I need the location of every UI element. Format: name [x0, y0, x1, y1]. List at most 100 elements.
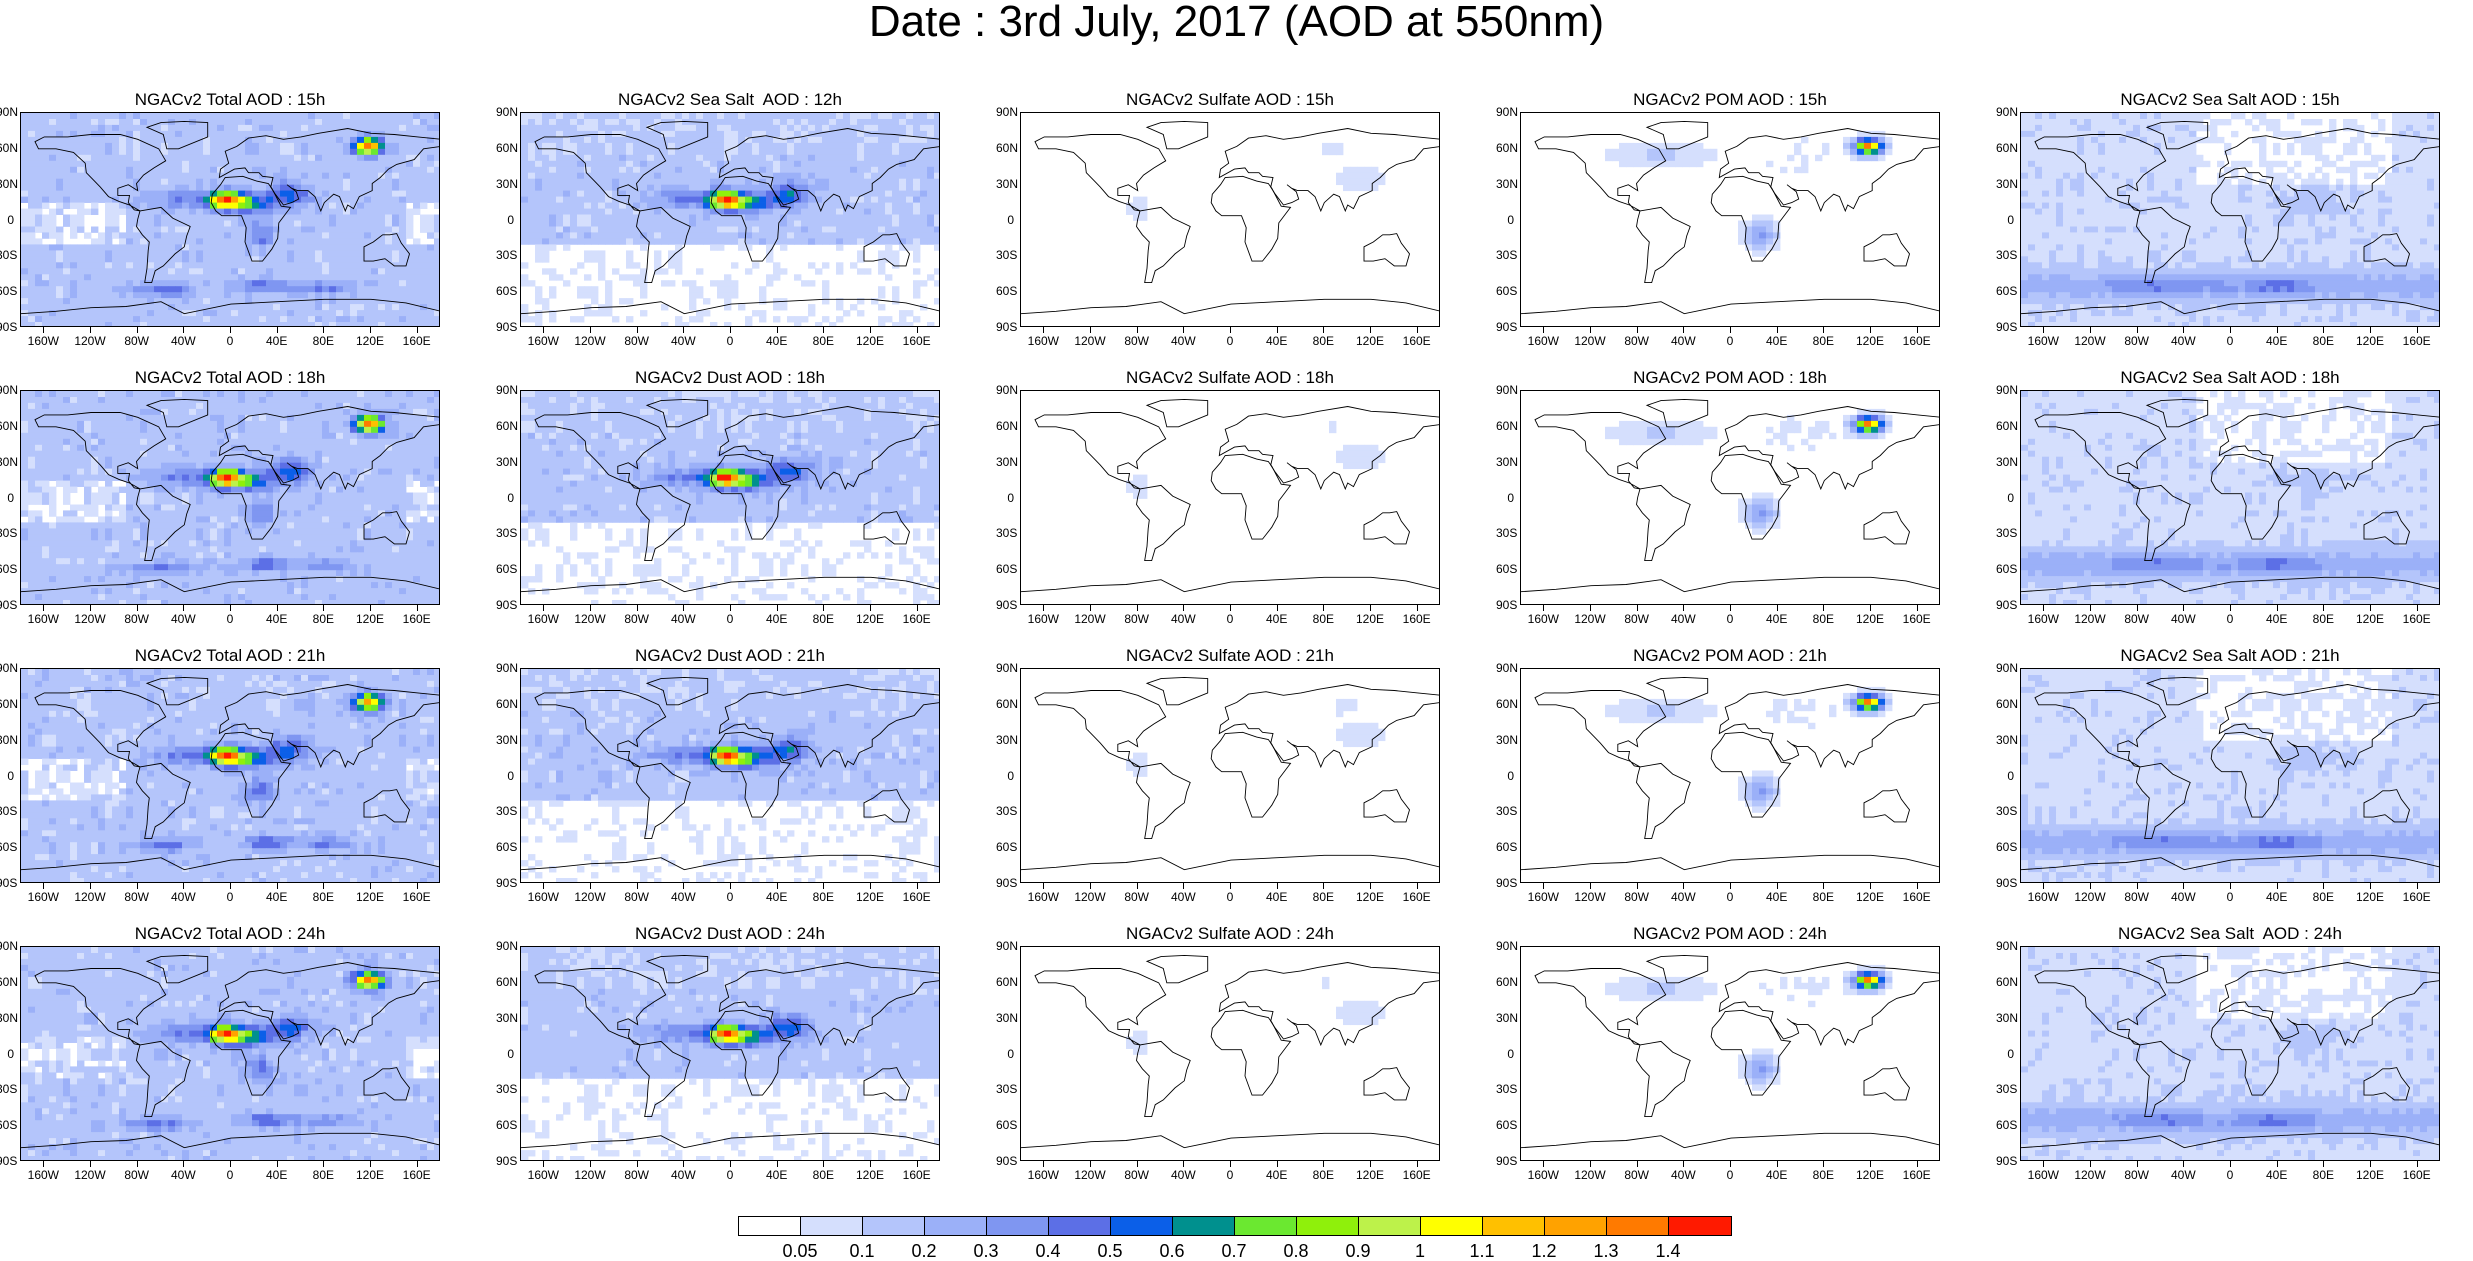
- lon-tick: [590, 1161, 591, 1167]
- lon-tick: [1543, 327, 1544, 333]
- lat-label: 30S: [996, 805, 1014, 817]
- lat-label: 90N: [1996, 106, 2014, 118]
- lon-tick: [1590, 1161, 1591, 1167]
- lon-label: 160E: [403, 891, 431, 903]
- lat-label: 60N: [496, 698, 514, 710]
- lon-tick: [183, 605, 184, 611]
- lat-label: 60N: [1996, 976, 2014, 988]
- lat-label: 30N: [0, 734, 14, 746]
- lon-tick: [1637, 327, 1638, 333]
- lon-label: 40E: [1766, 613, 1787, 625]
- lat-label: 30S: [496, 805, 514, 817]
- coastline: [1021, 855, 1440, 869]
- lon-label: 40E: [2266, 1169, 2287, 1181]
- lat-label: 60S: [996, 1119, 1014, 1131]
- lon-label: 80E: [813, 1169, 834, 1181]
- map-plot-area: [1020, 112, 1440, 327]
- lon-label: 40E: [2266, 613, 2287, 625]
- lon-tick: [2137, 1161, 2138, 1167]
- aod-field-map: [21, 113, 440, 327]
- map-plot-area: [1520, 668, 1940, 883]
- lon-label: 0: [727, 613, 734, 625]
- lon-label: 40E: [1266, 335, 1287, 347]
- lon-tick: [277, 327, 278, 333]
- coastline: [1211, 454, 1290, 539]
- lon-tick: [1417, 1161, 1418, 1167]
- coastline: [1364, 790, 1410, 822]
- coastline: [1719, 685, 1940, 767]
- lon-label: 40E: [1266, 891, 1287, 903]
- lon-tick: [1730, 1161, 1731, 1167]
- panel-title: NGACv2 Sulfate AOD : 21h: [1020, 646, 1440, 666]
- lon-tick: [230, 605, 231, 611]
- lat-label: 0: [0, 214, 14, 226]
- lon-label: 160E: [1403, 613, 1431, 625]
- lon-label: 120W: [1074, 335, 1105, 347]
- coastline: [1521, 1133, 1940, 1147]
- lat-label: 90S: [0, 321, 14, 333]
- lon-label: 40W: [1171, 891, 1196, 903]
- colorbar-segment: [1483, 1217, 1545, 1235]
- colorbar-segment: [801, 1217, 863, 1235]
- lat-label: 30S: [496, 527, 514, 539]
- panel-title: NGACv2 POM AOD : 24h: [1520, 924, 1940, 944]
- colorbar-segment: [1173, 1217, 1235, 1235]
- lon-tick: [1370, 327, 1371, 333]
- lon-label: 0: [1727, 1169, 1734, 1181]
- lon-label: 80W: [1624, 613, 1649, 625]
- lon-tick: [1277, 605, 1278, 611]
- aod-field-map: [1521, 391, 1940, 605]
- lon-label: 160W: [28, 335, 59, 347]
- lon-label: 40W: [671, 1169, 696, 1181]
- lon-label: 160E: [903, 1169, 931, 1181]
- lat-label: 90N: [996, 106, 1014, 118]
- map-plot-area: [2020, 112, 2440, 327]
- lon-tick: [137, 605, 138, 611]
- lon-label: 40E: [2266, 335, 2287, 347]
- lon-tick: [1823, 883, 1824, 889]
- lat-label: 90N: [496, 106, 514, 118]
- lon-label: 80W: [1124, 891, 1149, 903]
- lon-label: 120E: [356, 335, 384, 347]
- lon-tick: [2277, 605, 2278, 611]
- lon-label: 40W: [1671, 891, 1696, 903]
- lon-label: 160W: [528, 613, 559, 625]
- lon-label: 40E: [266, 335, 287, 347]
- lon-tick: [1323, 883, 1324, 889]
- lon-tick: [543, 883, 544, 889]
- lon-tick: [590, 883, 591, 889]
- lon-tick: [2043, 883, 2044, 889]
- coastline: [1219, 129, 1440, 211]
- aod-field-map: [1521, 113, 1940, 327]
- lon-tick: [1683, 1161, 1684, 1167]
- lon-label: 160W: [1528, 891, 1559, 903]
- colorbar: [738, 1216, 1732, 1236]
- lon-tick: [230, 1161, 231, 1167]
- lon-tick: [590, 605, 591, 611]
- lon-label: 120E: [2356, 335, 2384, 347]
- lon-tick: [2090, 1161, 2091, 1167]
- lon-tick: [683, 327, 684, 333]
- lon-tick: [1543, 605, 1544, 611]
- lat-label: 30N: [1496, 178, 1514, 190]
- lon-tick: [637, 883, 638, 889]
- lon-label: 160E: [403, 613, 431, 625]
- lon-label: 40W: [2171, 891, 2196, 903]
- lon-tick: [1323, 605, 1324, 611]
- coastline: [1521, 855, 1940, 869]
- lon-tick: [2417, 1161, 2418, 1167]
- lon-tick: [1370, 605, 1371, 611]
- lat-label: 0: [1996, 492, 2014, 504]
- lon-tick: [1137, 327, 1138, 333]
- lon-label: 0: [727, 1169, 734, 1181]
- lon-tick: [1730, 883, 1731, 889]
- panel-title: NGACv2 Total AOD : 24h: [20, 924, 440, 944]
- lon-tick: [2277, 1161, 2278, 1167]
- lon-label: 120W: [1074, 613, 1105, 625]
- lat-label: 30N: [1996, 734, 2014, 746]
- lon-label: 80W: [124, 335, 149, 347]
- lon-label: 40W: [1671, 335, 1696, 347]
- lon-label: 160E: [1403, 1169, 1431, 1181]
